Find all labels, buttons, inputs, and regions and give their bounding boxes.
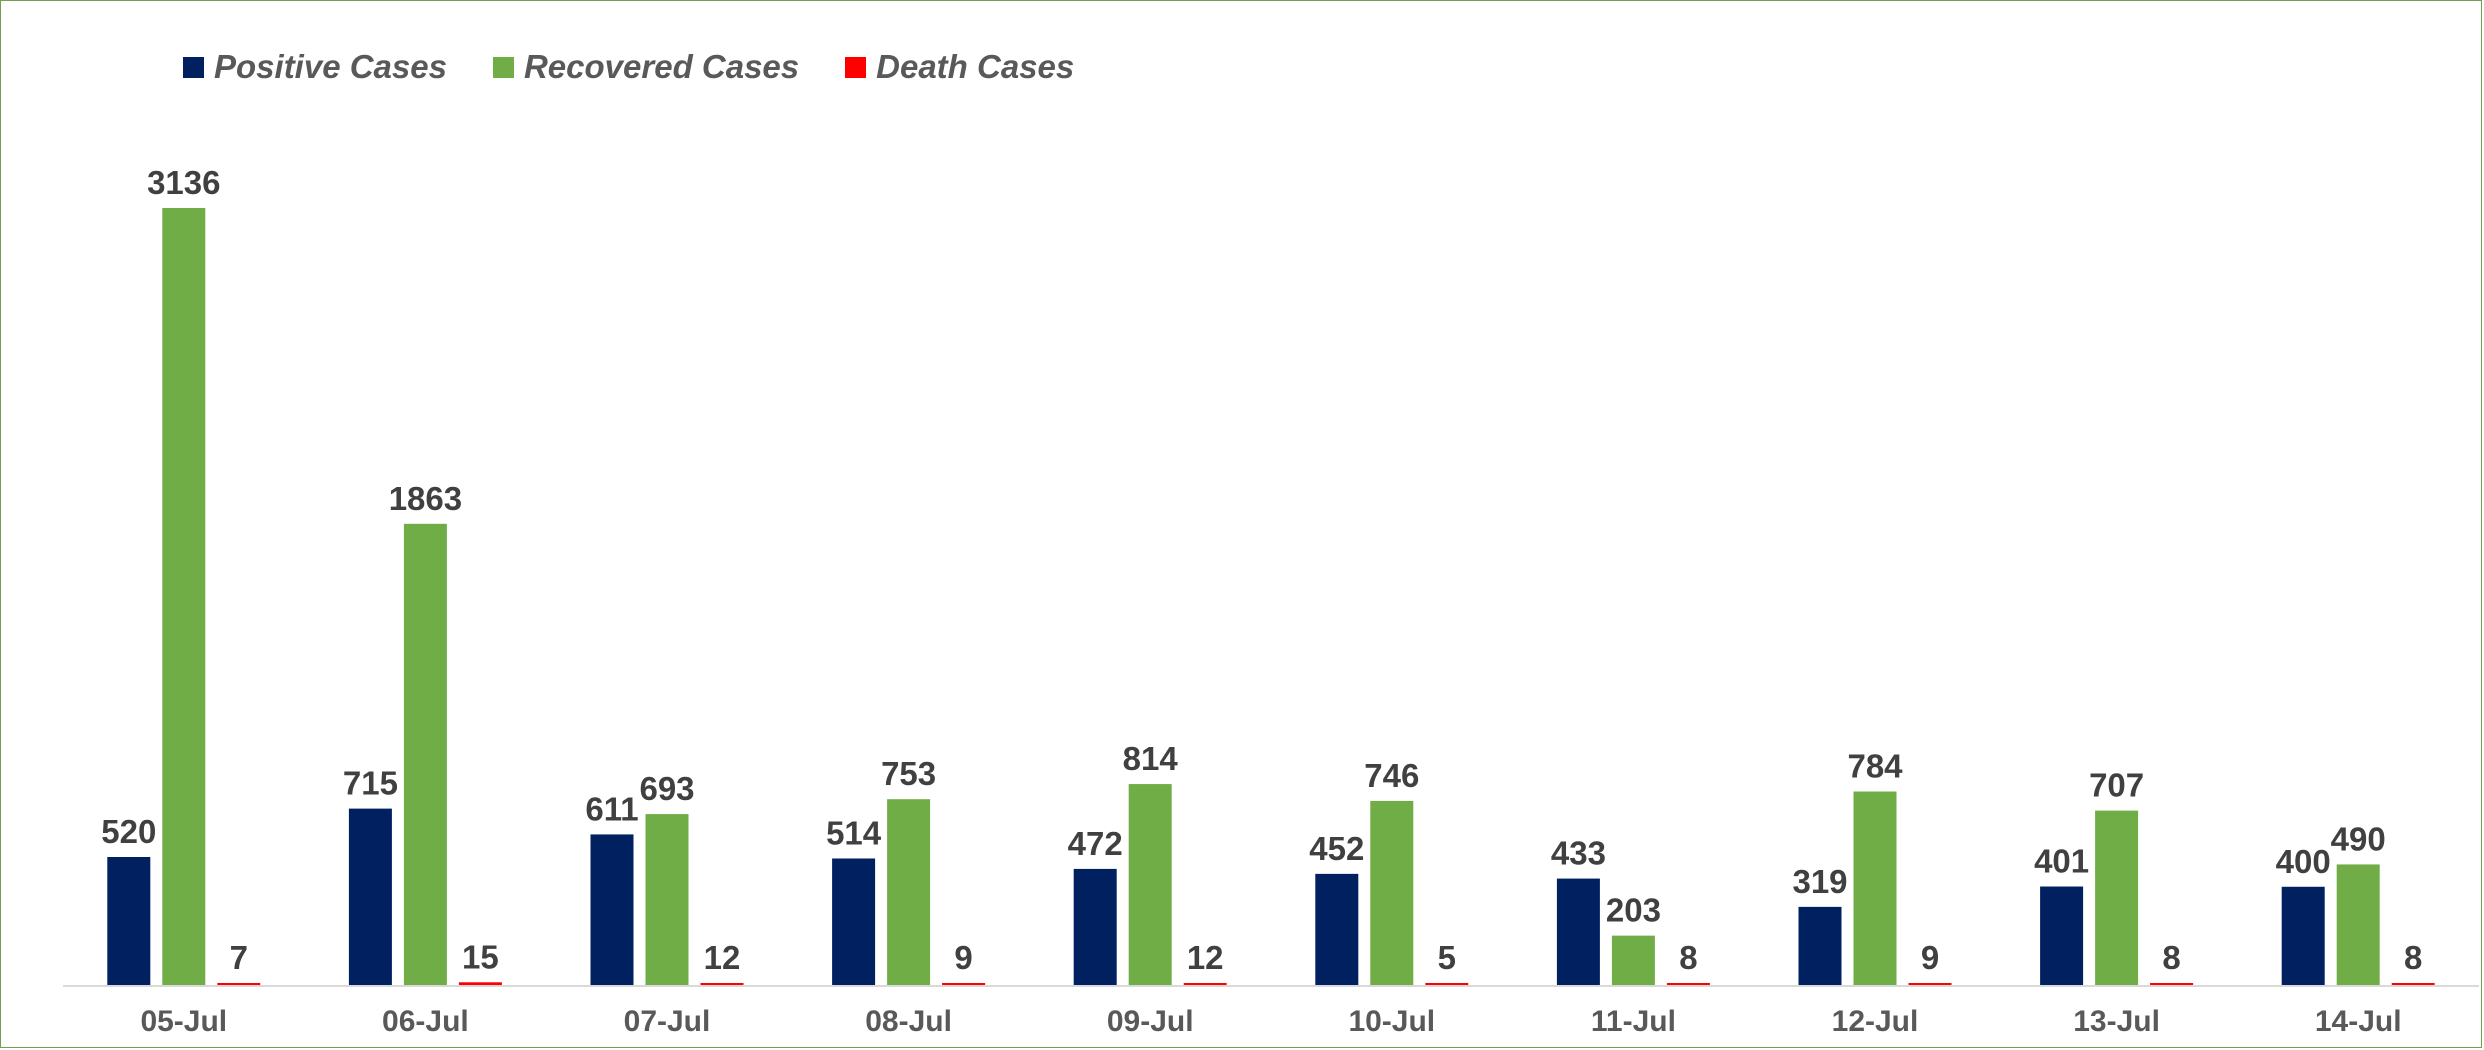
bar-positive-cases-11-jul: [1556, 878, 1600, 986]
data-label: 452: [1309, 830, 1364, 867]
bar-recovered-cases-13-jul: [2095, 810, 2139, 986]
bar-death-cases-06-jul: [458, 982, 502, 986]
x-tick-label: 13-Jul: [2073, 1005, 2160, 1038]
legend-item-death: Death Cases: [845, 48, 1074, 86]
bar-death-cases-05-jul: [217, 983, 261, 986]
data-label: 611: [585, 790, 638, 827]
data-label: 514: [826, 814, 882, 851]
x-tick-label: 10-Jul: [1348, 1005, 1435, 1038]
data-label: 9: [954, 939, 972, 976]
data-label: 707: [2089, 767, 2144, 804]
legend: Positive Cases Recovered Cases Death Cas…: [183, 43, 1120, 91]
x-tick-label: 05-Jul: [140, 1005, 227, 1038]
bar-recovered-cases-11-jul: [1611, 935, 1655, 986]
data-label: 400: [2276, 843, 2331, 880]
data-label: 746: [1364, 757, 1419, 794]
data-label: 8: [2404, 939, 2422, 976]
bar-recovered-cases-09-jul: [1128, 784, 1172, 986]
bar-positive-cases-09-jul: [1073, 868, 1117, 986]
bar-positive-cases-14-jul: [2281, 886, 2325, 986]
bar-death-cases-09-jul: [1183, 983, 1227, 986]
data-label: 814: [1123, 740, 1179, 777]
bar-recovered-cases-08-jul: [887, 799, 931, 986]
bar-positive-cases-07-jul: [590, 834, 634, 986]
data-label: 784: [1847, 748, 1903, 785]
x-tick-label: 11-Jul: [1591, 1005, 1676, 1038]
data-label: 8: [2162, 939, 2180, 976]
data-label: 520: [101, 813, 156, 850]
data-label: 693: [639, 770, 694, 807]
data-label: 490: [2331, 820, 2386, 857]
bar-death-cases-10-jul: [1425, 983, 1469, 986]
bar-positive-cases-13-jul: [2040, 886, 2084, 986]
data-label: 15: [462, 938, 499, 975]
data-label: 9: [1921, 939, 1939, 976]
x-tick-label: 06-Jul: [382, 1005, 469, 1038]
bar-recovered-cases-14-jul: [2336, 864, 2380, 986]
x-tick-label: 12-Jul: [1832, 1005, 1919, 1038]
data-label: 433: [1551, 835, 1606, 872]
bar-death-cases-11-jul: [1666, 983, 1710, 986]
data-label: 715: [343, 765, 398, 802]
data-label: 753: [881, 755, 936, 792]
legend-label-positive: Positive Cases: [214, 48, 447, 85]
x-tick-label: 14-Jul: [2315, 1005, 2402, 1038]
bar-positive-cases-05-jul: [107, 856, 151, 986]
data-label: 5: [1438, 939, 1456, 976]
bar-recovered-cases-07-jul: [645, 814, 689, 986]
bar-recovered-cases-05-jul: [162, 208, 206, 986]
data-label: 472: [1068, 825, 1123, 862]
bar-positive-cases-10-jul: [1315, 873, 1359, 986]
data-label: 3136: [147, 164, 220, 201]
legend-swatch-positive: [183, 56, 204, 78]
bar-recovered-cases-10-jul: [1370, 800, 1414, 986]
data-label: 319: [1792, 863, 1847, 900]
bar-death-cases-12-jul: [1908, 983, 1952, 986]
data-label: 7: [230, 939, 248, 976]
bar-positive-cases-08-jul: [832, 858, 876, 986]
data-label: 203: [1606, 892, 1661, 929]
data-label: 1863: [389, 480, 462, 517]
bar-recovered-cases-06-jul: [403, 523, 447, 986]
bar-positive-cases-06-jul: [348, 808, 392, 986]
bar-death-cases-07-jul: [700, 983, 744, 986]
x-tick-label: 07-Jul: [624, 1005, 711, 1038]
legend-label-death: Death Cases: [876, 48, 1075, 85]
bar-death-cases-13-jul: [2150, 983, 2194, 986]
data-label: 401: [2034, 843, 2089, 880]
data-label: 12: [1187, 939, 1224, 976]
x-tick-label: 08-Jul: [865, 1005, 952, 1038]
x-tick-label: 09-Jul: [1107, 1005, 1194, 1038]
bar-recovered-cases-12-jul: [1853, 791, 1897, 986]
bar-death-cases-08-jul: [942, 983, 986, 986]
data-label: 8: [1679, 939, 1697, 976]
legend-swatch-death: [845, 56, 867, 78]
legend-item-positive: Positive Cases: [183, 48, 447, 86]
bar-positive-cases-12-jul: [1798, 906, 1842, 986]
legend-label-recovered: Recovered Cases: [523, 48, 800, 85]
legend-swatch-recovered: [492, 56, 514, 78]
legend-item-recovered: Recovered Cases: [492, 48, 800, 86]
bar-death-cases-14-jul: [2391, 983, 2435, 986]
data-label: 12: [704, 939, 741, 976]
